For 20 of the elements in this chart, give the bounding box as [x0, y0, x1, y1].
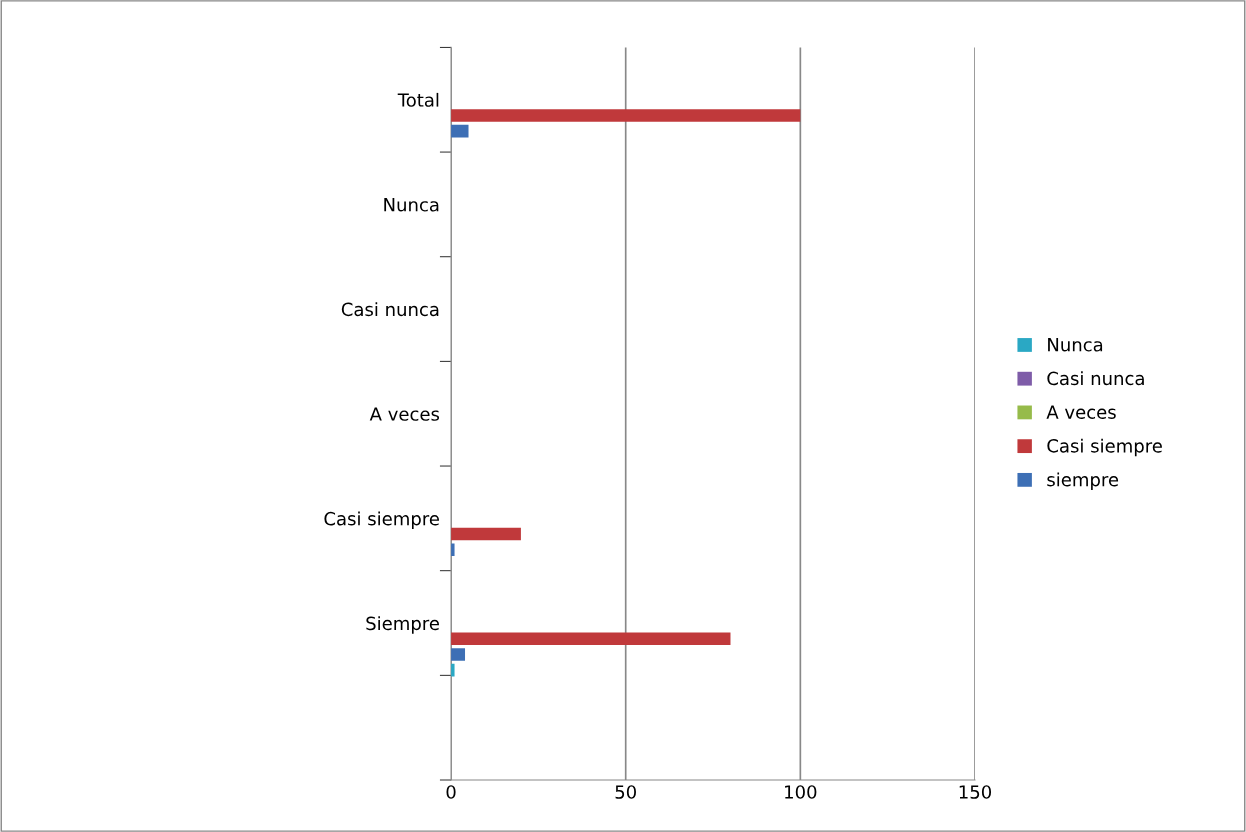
- y-tick-label: Nunca: [384, 198, 439, 212]
- y-tick-label: A veces: [369, 407, 440, 421]
- x-tick-label: 150: [959, 785, 992, 799]
- x-tick-label: 0: [446, 785, 456, 799]
- bar: [451, 109, 801, 122]
- y-tick-label: Total: [397, 92, 439, 107]
- x-tick-label: 100: [785, 785, 817, 799]
- bar: [451, 527, 521, 541]
- legend-label: Casi siempre: [1047, 438, 1162, 457]
- y-tick-label: Siempre: [366, 616, 439, 634]
- legend-label: siempre: [1047, 472, 1119, 490]
- y-tick-label: Casi nunca: [341, 302, 439, 317]
- legend-label: A veces: [1046, 405, 1116, 419]
- x-tick-label: 50: [615, 785, 636, 799]
- bar: [451, 632, 731, 645]
- y-tick-label: Casi siempre: [324, 511, 439, 529]
- legend-label: Nunca: [1048, 338, 1103, 352]
- legend-label: Casi nunca: [1047, 371, 1144, 386]
- bar: [451, 648, 466, 661]
- bar: [451, 124, 469, 138]
